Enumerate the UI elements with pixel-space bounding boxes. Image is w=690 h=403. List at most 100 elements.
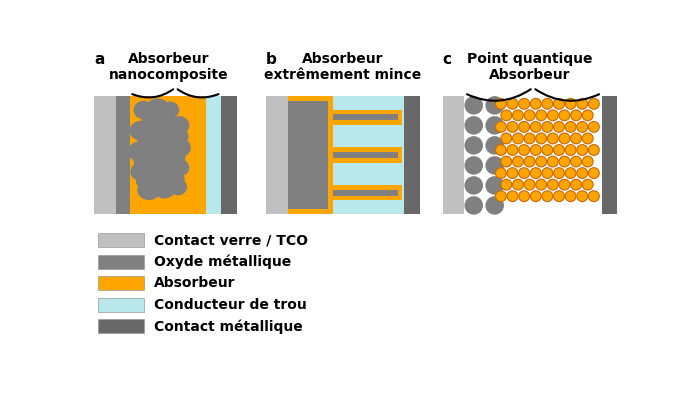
Circle shape bbox=[507, 122, 518, 132]
Ellipse shape bbox=[134, 151, 157, 171]
Bar bbox=[398, 147, 402, 163]
Bar bbox=[98, 276, 144, 290]
Bar bbox=[398, 185, 402, 200]
Circle shape bbox=[531, 191, 541, 202]
Ellipse shape bbox=[168, 127, 188, 145]
Ellipse shape bbox=[141, 139, 166, 161]
Circle shape bbox=[513, 110, 523, 121]
Circle shape bbox=[495, 191, 506, 202]
Circle shape bbox=[542, 145, 553, 156]
Circle shape bbox=[565, 122, 576, 132]
Bar bbox=[443, 96, 464, 214]
Ellipse shape bbox=[134, 101, 154, 119]
Circle shape bbox=[531, 98, 541, 109]
Circle shape bbox=[547, 110, 558, 121]
Circle shape bbox=[582, 156, 593, 167]
Bar bbox=[398, 110, 402, 125]
Bar bbox=[328, 120, 402, 125]
Circle shape bbox=[464, 116, 483, 135]
Circle shape bbox=[542, 98, 553, 109]
Circle shape bbox=[513, 133, 523, 144]
Bar bbox=[328, 185, 333, 200]
Circle shape bbox=[495, 98, 506, 109]
Circle shape bbox=[553, 168, 564, 179]
Ellipse shape bbox=[152, 129, 177, 150]
Bar bbox=[98, 320, 144, 333]
Circle shape bbox=[582, 133, 593, 144]
Bar bbox=[328, 147, 402, 152]
Text: Contact verre / TCO: Contact verre / TCO bbox=[154, 233, 308, 247]
Ellipse shape bbox=[143, 161, 166, 181]
Circle shape bbox=[507, 98, 518, 109]
Circle shape bbox=[553, 191, 564, 202]
Circle shape bbox=[565, 98, 576, 109]
Circle shape bbox=[589, 98, 600, 109]
Circle shape bbox=[553, 145, 564, 156]
Ellipse shape bbox=[137, 130, 161, 150]
Circle shape bbox=[485, 156, 504, 174]
Circle shape bbox=[571, 133, 582, 144]
Circle shape bbox=[524, 156, 535, 167]
Circle shape bbox=[507, 168, 518, 179]
Circle shape bbox=[495, 145, 506, 156]
Circle shape bbox=[531, 145, 541, 156]
Text: Oxyde métallique: Oxyde métallique bbox=[154, 254, 291, 269]
Circle shape bbox=[565, 145, 576, 156]
Bar bbox=[288, 96, 328, 101]
Ellipse shape bbox=[143, 118, 168, 139]
Bar bbox=[98, 233, 144, 247]
Circle shape bbox=[553, 122, 564, 132]
Circle shape bbox=[507, 191, 518, 202]
Circle shape bbox=[485, 116, 504, 135]
Ellipse shape bbox=[147, 98, 168, 115]
Circle shape bbox=[589, 191, 600, 202]
Circle shape bbox=[485, 176, 504, 195]
Circle shape bbox=[519, 122, 529, 132]
Circle shape bbox=[553, 98, 564, 109]
Ellipse shape bbox=[170, 159, 189, 176]
Circle shape bbox=[577, 122, 588, 132]
Bar bbox=[130, 96, 206, 214]
Circle shape bbox=[582, 179, 593, 190]
Ellipse shape bbox=[141, 108, 163, 127]
Circle shape bbox=[589, 122, 600, 132]
Circle shape bbox=[542, 191, 553, 202]
Bar bbox=[404, 96, 420, 214]
Text: Absorbeur: Absorbeur bbox=[154, 276, 235, 290]
Bar bbox=[266, 96, 288, 214]
Bar bbox=[288, 96, 404, 214]
Bar bbox=[206, 96, 221, 214]
Bar bbox=[116, 96, 130, 214]
Bar bbox=[221, 96, 237, 214]
Circle shape bbox=[571, 110, 582, 121]
Bar bbox=[328, 110, 402, 114]
Circle shape bbox=[485, 196, 504, 215]
Circle shape bbox=[565, 191, 576, 202]
Circle shape bbox=[535, 156, 546, 167]
Bar bbox=[288, 96, 333, 101]
Circle shape bbox=[519, 168, 529, 179]
Ellipse shape bbox=[136, 172, 157, 190]
Ellipse shape bbox=[161, 102, 179, 118]
Bar bbox=[333, 152, 398, 158]
Ellipse shape bbox=[148, 149, 173, 171]
Circle shape bbox=[535, 110, 546, 121]
Ellipse shape bbox=[164, 170, 185, 189]
Circle shape bbox=[524, 110, 535, 121]
Bar bbox=[602, 96, 617, 214]
Circle shape bbox=[464, 136, 483, 155]
Bar bbox=[288, 209, 328, 214]
Ellipse shape bbox=[157, 160, 179, 180]
Bar bbox=[328, 185, 402, 190]
Ellipse shape bbox=[149, 171, 172, 191]
Bar bbox=[328, 96, 333, 214]
Text: Absorbeur
extrêmement mince: Absorbeur extrêmement mince bbox=[264, 52, 422, 82]
Circle shape bbox=[547, 156, 558, 167]
Circle shape bbox=[519, 191, 529, 202]
Circle shape bbox=[524, 179, 535, 190]
Circle shape bbox=[464, 96, 483, 114]
Circle shape bbox=[485, 136, 504, 155]
Ellipse shape bbox=[168, 179, 187, 195]
Bar bbox=[328, 110, 333, 125]
Circle shape bbox=[524, 133, 535, 144]
